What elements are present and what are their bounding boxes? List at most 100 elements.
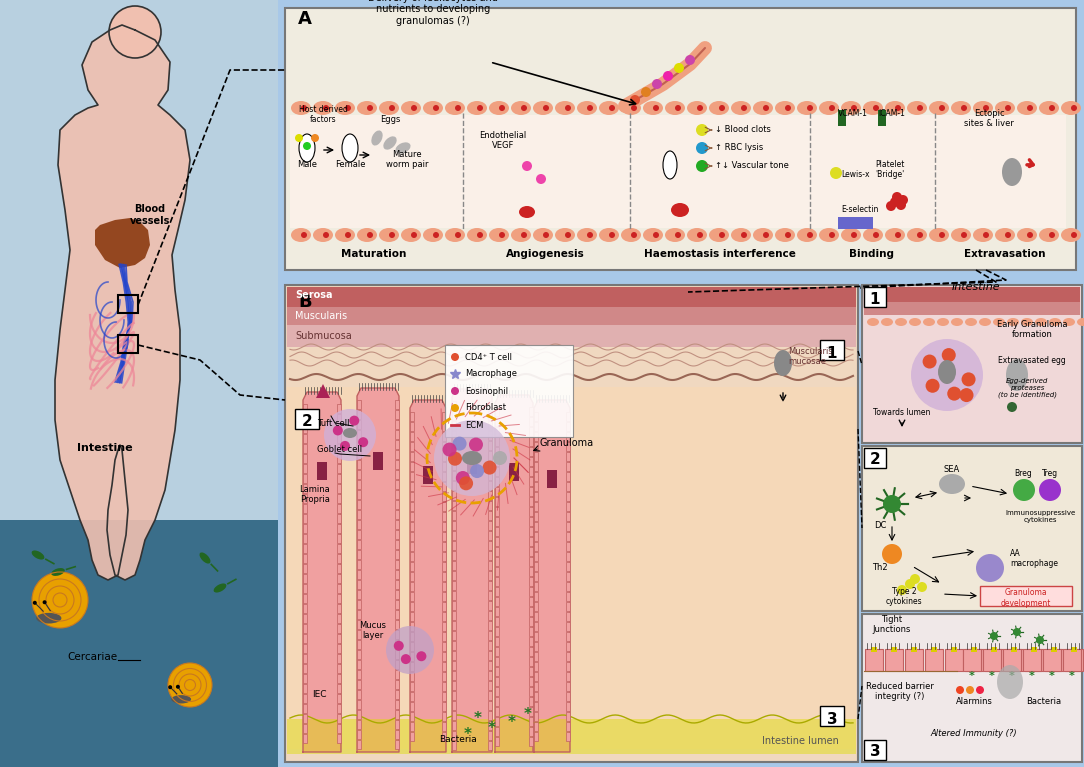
- Ellipse shape: [171, 695, 191, 703]
- Bar: [395, 610, 399, 619]
- Bar: [337, 544, 341, 553]
- Polygon shape: [317, 384, 330, 398]
- Bar: [452, 651, 456, 660]
- Bar: [357, 730, 361, 739]
- Ellipse shape: [343, 428, 357, 438]
- Bar: [529, 557, 533, 566]
- Bar: [357, 430, 361, 439]
- Bar: [452, 501, 456, 510]
- Bar: [442, 712, 446, 721]
- Bar: [337, 674, 341, 683]
- Ellipse shape: [973, 101, 993, 115]
- Circle shape: [33, 601, 37, 605]
- Bar: [423, 466, 433, 484]
- Ellipse shape: [951, 228, 971, 242]
- Bar: [488, 531, 492, 540]
- Ellipse shape: [973, 228, 993, 242]
- Bar: [931, 647, 937, 652]
- Ellipse shape: [797, 101, 817, 115]
- Bar: [495, 437, 499, 446]
- Circle shape: [785, 105, 791, 111]
- Bar: [534, 542, 538, 551]
- Text: Intestine lumen: Intestine lumen: [762, 736, 838, 746]
- Ellipse shape: [841, 228, 861, 242]
- Circle shape: [1036, 636, 1044, 644]
- Bar: [495, 657, 499, 666]
- Circle shape: [651, 79, 662, 89]
- Ellipse shape: [467, 101, 487, 115]
- Bar: [529, 437, 533, 446]
- Bar: [337, 654, 341, 663]
- Bar: [442, 532, 446, 541]
- Bar: [285, 285, 859, 762]
- Circle shape: [675, 105, 681, 111]
- Circle shape: [367, 105, 373, 111]
- Text: *: *: [1069, 671, 1075, 681]
- Bar: [410, 662, 414, 671]
- Bar: [529, 507, 533, 516]
- Circle shape: [451, 353, 459, 361]
- Circle shape: [433, 232, 439, 238]
- Circle shape: [345, 232, 351, 238]
- Bar: [304, 564, 307, 573]
- Ellipse shape: [1017, 228, 1037, 242]
- Bar: [488, 701, 492, 710]
- Bar: [442, 442, 446, 451]
- Bar: [566, 582, 570, 591]
- Bar: [488, 601, 492, 610]
- Bar: [304, 414, 307, 423]
- Bar: [495, 417, 499, 426]
- Ellipse shape: [621, 228, 641, 242]
- Bar: [534, 702, 538, 711]
- Text: Intestine: Intestine: [77, 443, 133, 453]
- Text: Angiogenesis: Angiogenesis: [505, 249, 584, 259]
- Bar: [446, 345, 573, 437]
- Bar: [304, 544, 307, 553]
- Ellipse shape: [313, 228, 333, 242]
- Text: Male: Male: [297, 160, 317, 169]
- Bar: [1045, 649, 1063, 671]
- Circle shape: [401, 654, 411, 664]
- Circle shape: [873, 105, 879, 111]
- Bar: [495, 597, 499, 606]
- Text: Early Granuloma
formation: Early Granuloma formation: [997, 320, 1068, 339]
- Bar: [395, 720, 399, 729]
- Bar: [467, 456, 477, 474]
- Text: ICAM-1: ICAM-1: [878, 109, 905, 118]
- Bar: [442, 462, 446, 471]
- Text: Mature
worm pair: Mature worm pair: [386, 150, 428, 169]
- Bar: [304, 404, 307, 413]
- Text: Goblet cell: Goblet cell: [317, 445, 362, 454]
- Circle shape: [959, 388, 973, 402]
- Polygon shape: [495, 395, 533, 752]
- Circle shape: [453, 436, 466, 451]
- Circle shape: [345, 105, 351, 111]
- Ellipse shape: [423, 101, 443, 115]
- Text: Blood
vessels: Blood vessels: [130, 204, 170, 225]
- Bar: [495, 697, 499, 706]
- Bar: [357, 410, 361, 419]
- Circle shape: [663, 71, 673, 81]
- Bar: [495, 427, 499, 436]
- Bar: [534, 432, 538, 441]
- Bar: [1023, 649, 1041, 671]
- Text: Platelet
'Bridge': Platelet 'Bridge': [875, 160, 904, 179]
- Circle shape: [33, 572, 88, 628]
- Bar: [566, 512, 570, 521]
- Bar: [495, 617, 499, 626]
- Bar: [488, 451, 492, 460]
- Bar: [566, 442, 570, 451]
- Bar: [442, 522, 446, 531]
- Bar: [891, 647, 896, 652]
- Bar: [566, 482, 570, 491]
- Circle shape: [806, 105, 813, 111]
- Bar: [442, 732, 446, 741]
- Circle shape: [962, 105, 967, 111]
- Bar: [495, 667, 499, 676]
- Ellipse shape: [396, 143, 411, 153]
- Bar: [566, 492, 570, 501]
- Bar: [442, 672, 446, 681]
- Bar: [304, 574, 307, 583]
- Bar: [337, 624, 341, 633]
- Bar: [442, 502, 446, 511]
